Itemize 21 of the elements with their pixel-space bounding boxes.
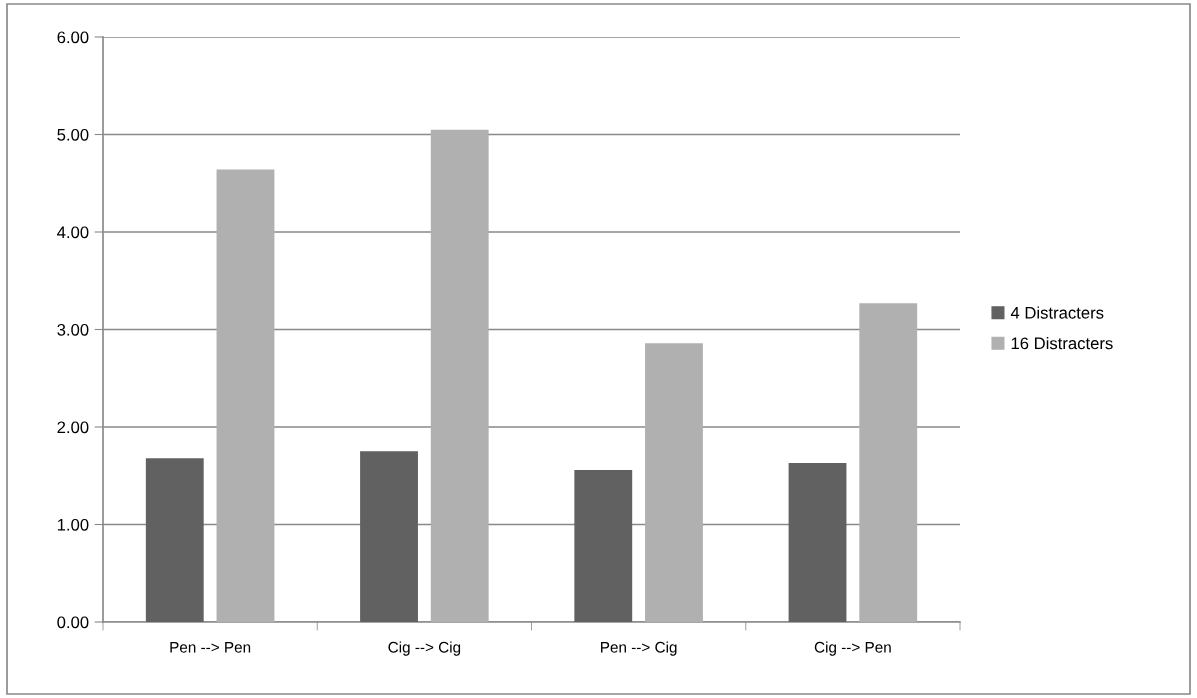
y-tick-label: 6.00 xyxy=(57,31,89,44)
bar xyxy=(788,463,847,622)
legend-label: 4 Distracters xyxy=(1010,306,1104,319)
y-tick-label: 4.00 xyxy=(57,226,89,239)
bar xyxy=(360,451,418,622)
bar xyxy=(859,303,918,622)
x-tick-label: Cig --> Cig xyxy=(388,641,461,656)
x-tick-label: Pen --> Pen xyxy=(170,642,251,653)
x-tick-label: Cig --> Pen xyxy=(814,641,891,656)
x-tick-label: Pen --> Cig xyxy=(601,641,677,656)
y-tick-label: 5.00 xyxy=(57,128,89,141)
bar xyxy=(145,458,204,622)
bar xyxy=(216,169,275,622)
y-tick-label: 1.00 xyxy=(57,518,89,531)
bar xyxy=(645,343,703,622)
bar xyxy=(574,469,633,622)
y-tick-label: 3.00 xyxy=(57,323,89,336)
y-tick-label: 0.00 xyxy=(57,616,89,629)
legend-label: 16 Distracters xyxy=(1011,337,1113,350)
y-tick-label: 2.00 xyxy=(57,421,89,434)
bar xyxy=(430,129,489,622)
